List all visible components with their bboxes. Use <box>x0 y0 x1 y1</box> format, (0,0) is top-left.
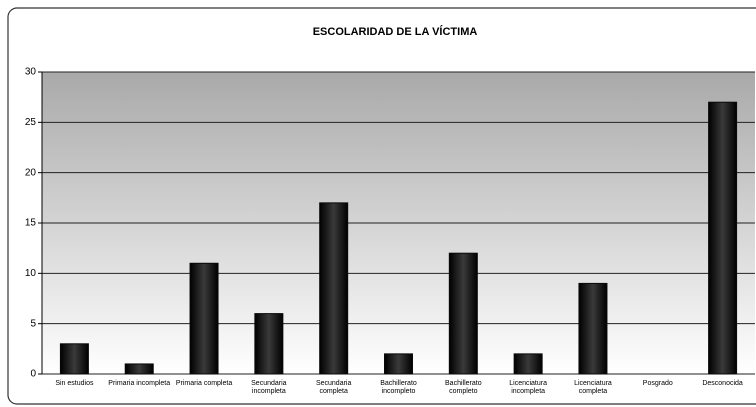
y-tick-label: 25 <box>25 117 37 128</box>
y-tick-label: 5 <box>30 318 36 329</box>
y-tick-label: 15 <box>25 218 37 229</box>
y-tick-label: 10 <box>25 268 37 279</box>
x-tick-label: Desconocida <box>702 380 743 387</box>
x-tick-label: Licenciatura completa <box>574 380 612 395</box>
chart-title: ESCOLARIDAD DE LA VÍCTIMA <box>313 25 478 38</box>
bar <box>59 343 89 375</box>
y-tick-label: 0 <box>30 369 36 380</box>
y-tick-label: 20 <box>25 167 37 178</box>
y-tick-label: 30 <box>25 67 37 78</box>
x-tick-label: Primaria incompleta <box>108 380 171 387</box>
bar <box>319 202 349 375</box>
bar <box>124 363 154 375</box>
bar <box>448 252 478 375</box>
x-tick-label: Bachillerato completo <box>445 380 482 395</box>
bar <box>708 101 738 375</box>
x-tick-label: Bachillerato incompleto <box>380 380 417 395</box>
x-tick-label: Secundaria completa <box>315 380 352 395</box>
x-tick-label: Primaria completa <box>175 380 233 387</box>
bar <box>578 282 608 375</box>
x-tick-label: Licenciatura incompleta <box>509 380 547 395</box>
bar <box>384 353 413 375</box>
x-tick-label: Posgrado <box>642 380 673 387</box>
x-tick-label: Secundaria incompleta <box>251 380 287 395</box>
bar <box>513 353 543 375</box>
bar <box>189 262 219 375</box>
bar <box>254 313 284 375</box>
x-tick-label: Sin estudios <box>55 380 94 387</box>
